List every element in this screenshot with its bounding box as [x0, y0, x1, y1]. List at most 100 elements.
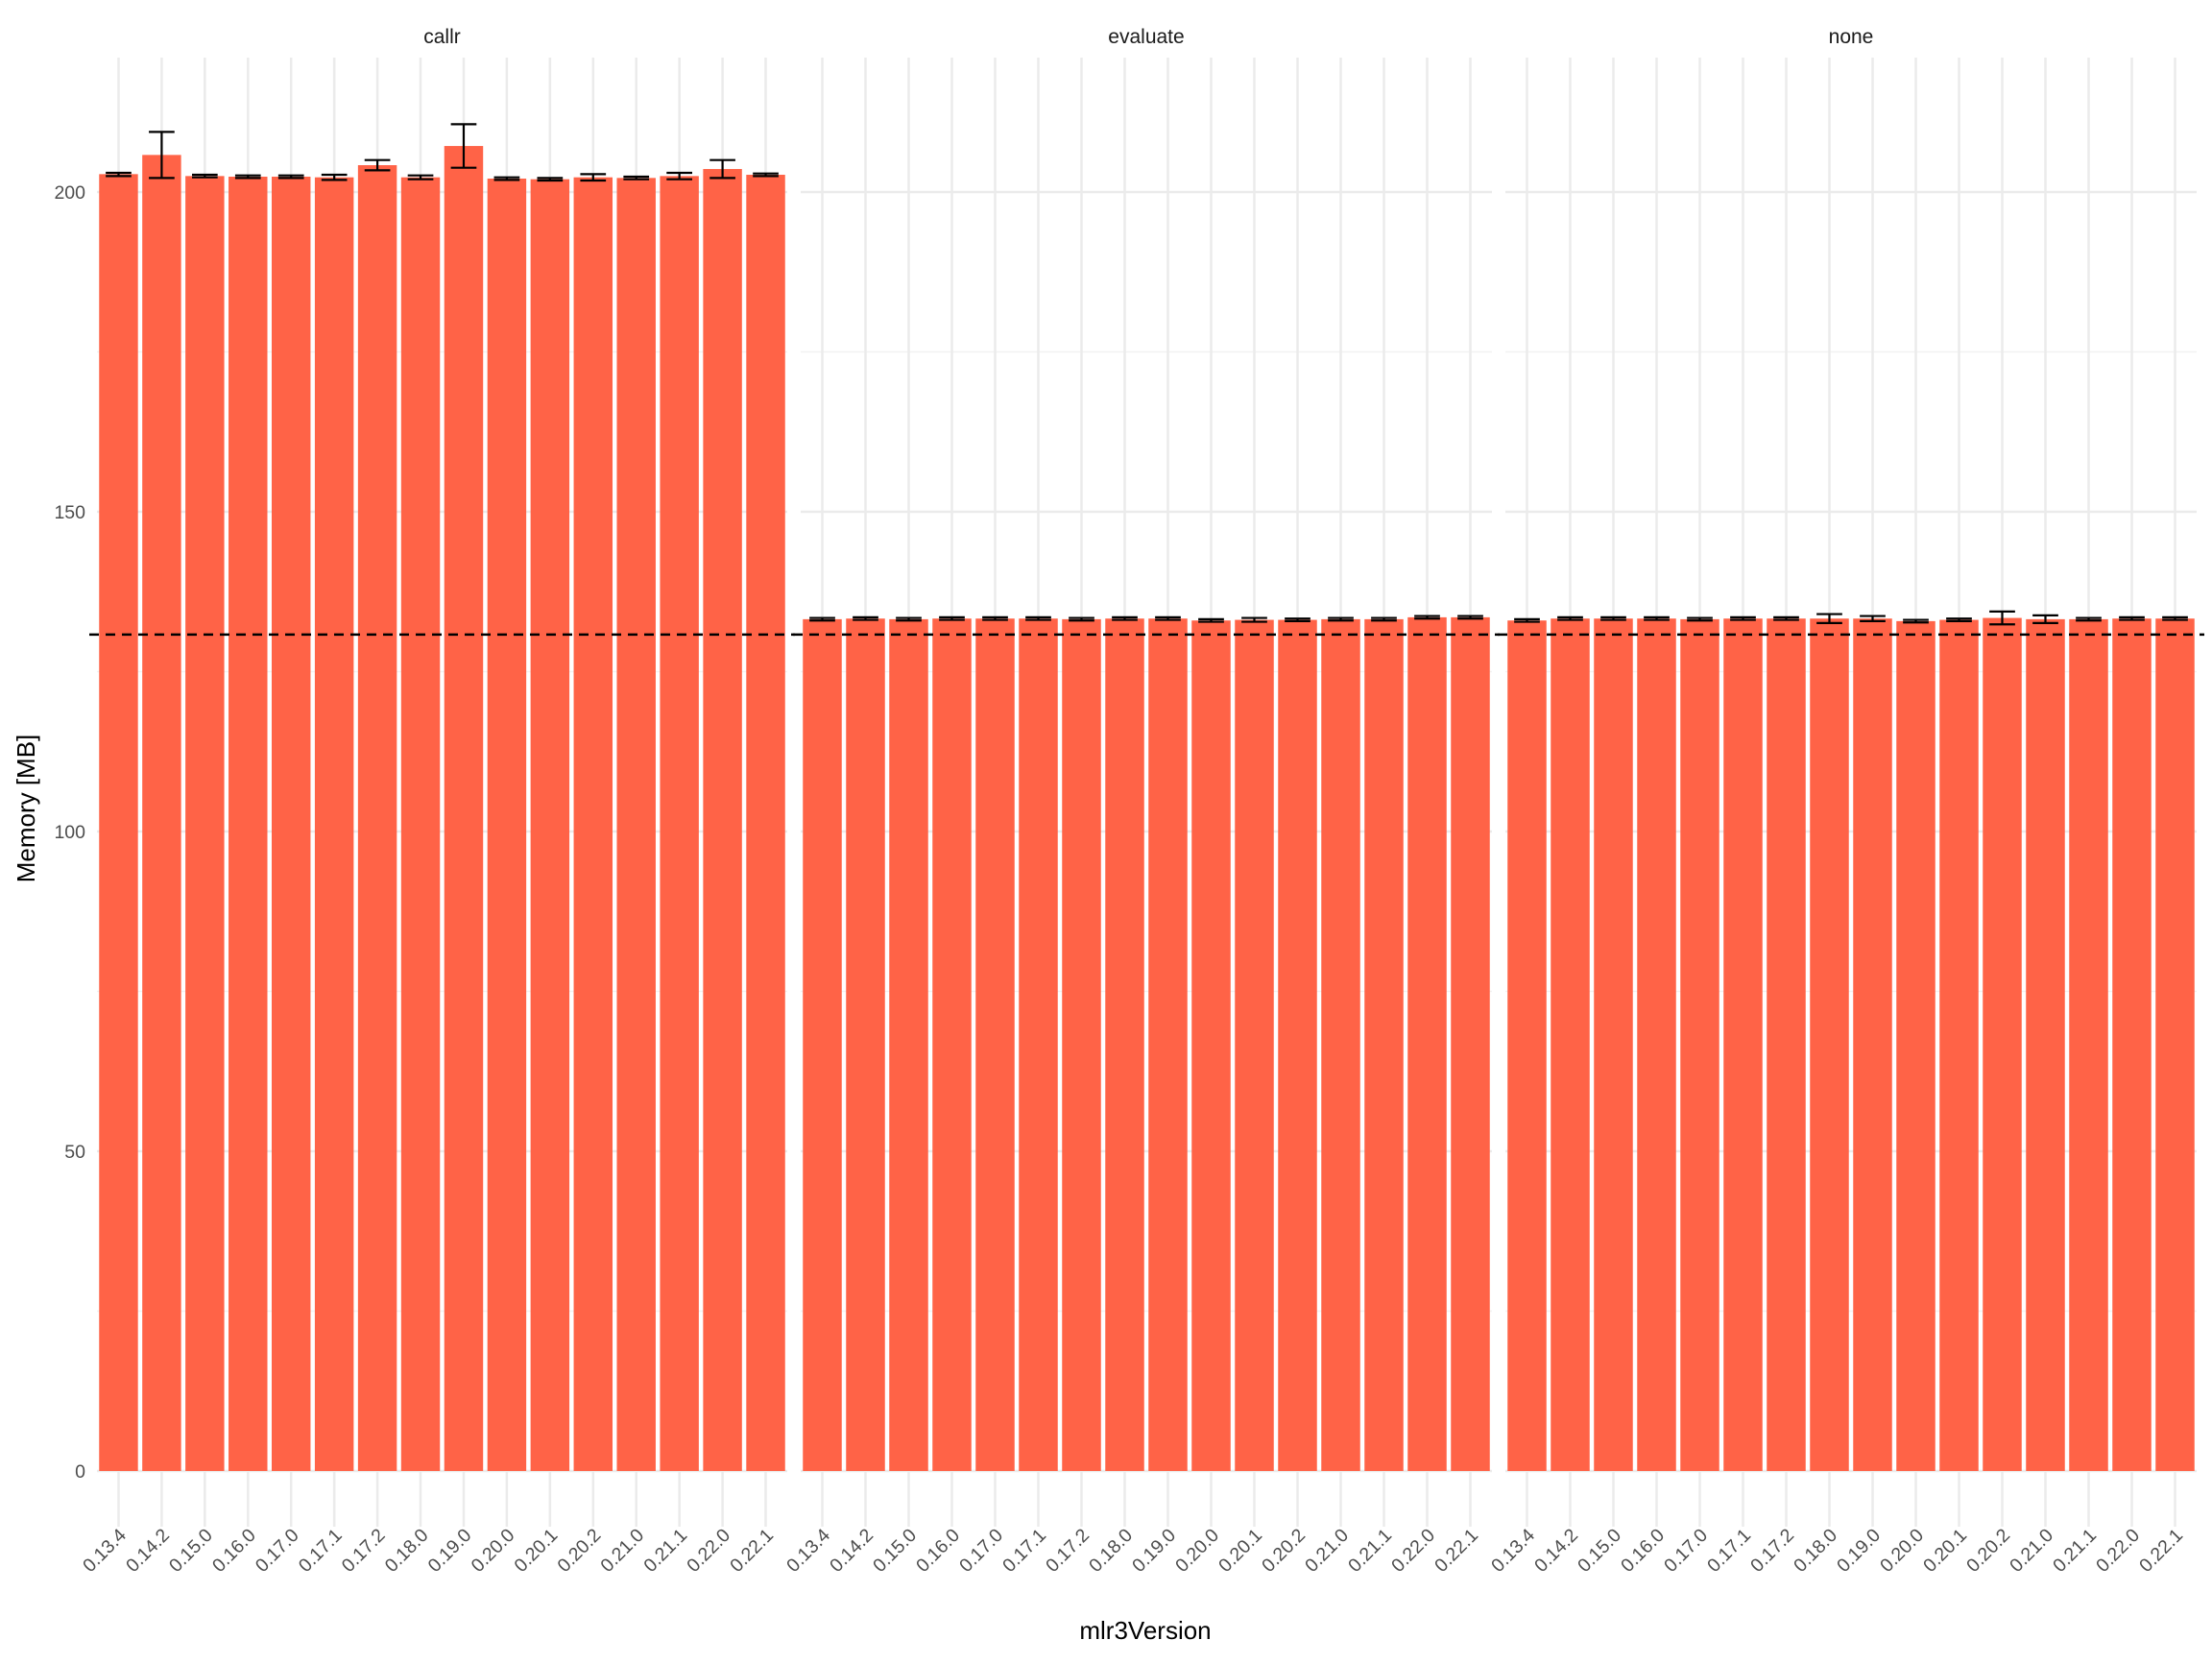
facet-strip-label: callr	[423, 26, 461, 48]
bar	[487, 179, 527, 1471]
x-tick-label: 0.15.0	[869, 1525, 921, 1577]
bar	[2026, 618, 2065, 1471]
bar	[1680, 618, 1719, 1471]
x-tick-label: 0.22.1	[1431, 1525, 1482, 1577]
x-tick-label: 0.19.0	[1128, 1525, 1180, 1577]
y-tick-label: 200	[54, 182, 85, 204]
bar	[99, 174, 138, 1471]
bar	[1451, 616, 1490, 1471]
facet-strip-label: evaluate	[1108, 26, 1184, 48]
x-tick-label: 0.13.4	[782, 1525, 834, 1577]
bar	[573, 177, 613, 1471]
facet-strip-label: none	[1829, 26, 1874, 48]
x-axis-title: mlr3Version	[1079, 1616, 1211, 1645]
x-tick-label: 0.14.2	[1530, 1525, 1582, 1577]
x-tick-label: 0.21.0	[596, 1525, 648, 1577]
y-tick-label: 0	[75, 1461, 85, 1483]
x-tick-label: 0.16.0	[208, 1525, 260, 1577]
x-tick-label: 0.21.1	[1344, 1525, 1396, 1577]
bar	[2112, 618, 2152, 1471]
x-tick-label: 0.19.0	[424, 1525, 476, 1577]
bar	[530, 179, 570, 1472]
bar	[1767, 618, 1806, 1471]
bar	[1983, 617, 2022, 1471]
x-tick-label: 0.22.1	[726, 1525, 778, 1577]
x-tick-label: 0.21.0	[2006, 1525, 2057, 1577]
x-tick-label: 0.18.0	[381, 1525, 433, 1577]
y-tick-label: 100	[54, 822, 85, 843]
bar	[1637, 618, 1676, 1471]
y-axis-title: Memory [MB]	[12, 735, 40, 883]
x-tick-label: 0.22.1	[2135, 1525, 2187, 1577]
bar	[1019, 618, 1058, 1471]
x-tick-label: 0.17.0	[1660, 1525, 1712, 1577]
bar	[1551, 618, 1590, 1471]
x-tick-label: 0.20.0	[1876, 1525, 1928, 1577]
x-tick-label: 0.19.0	[1833, 1525, 1885, 1577]
x-tick-label: 0.22.0	[1387, 1525, 1439, 1577]
x-tick-label: 0.20.1	[510, 1525, 562, 1577]
x-tick-label: 0.20.0	[468, 1525, 519, 1577]
bar	[975, 618, 1015, 1471]
x-tick-label: 0.18.0	[1085, 1525, 1137, 1577]
bar	[2155, 618, 2195, 1471]
bar	[1321, 618, 1360, 1471]
x-tick-label: 0.13.4	[79, 1525, 131, 1577]
bar	[1105, 618, 1144, 1471]
bar	[228, 177, 268, 1472]
x-tick-label: 0.14.2	[122, 1525, 174, 1577]
bar	[1278, 619, 1317, 1471]
bar	[1810, 618, 1849, 1471]
bar	[660, 176, 699, 1472]
x-tick-label: 0.21.1	[2049, 1525, 2101, 1577]
bar	[142, 155, 181, 1472]
bar	[616, 178, 656, 1471]
bar	[400, 177, 441, 1471]
x-tick-label: 0.17.0	[252, 1525, 303, 1577]
x-tick-label: 0.20.2	[1962, 1525, 2014, 1577]
x-tick-label: 0.17.1	[295, 1525, 347, 1577]
bar	[271, 177, 311, 1472]
bar	[746, 175, 785, 1471]
bar	[185, 176, 225, 1472]
x-tick-label: 0.14.2	[826, 1525, 878, 1577]
x-tick-label: 0.20.1	[1919, 1525, 1971, 1577]
x-tick-label: 0.20.2	[553, 1525, 605, 1577]
x-tick-label: 0.20.2	[1258, 1525, 1310, 1577]
y-tick-label: 50	[64, 1142, 85, 1163]
x-tick-label: 0.13.4	[1487, 1525, 1539, 1577]
x-tick-label: 0.22.0	[683, 1525, 734, 1577]
bar	[1594, 618, 1633, 1471]
bar	[1407, 616, 1447, 1471]
bar	[314, 177, 354, 1471]
bar	[1235, 619, 1274, 1471]
x-tick-label: 0.16.0	[912, 1525, 964, 1577]
x-tick-label: 0.17.2	[1042, 1525, 1094, 1577]
bar	[932, 618, 972, 1471]
bar	[1062, 618, 1101, 1471]
x-tick-label: 0.17.1	[998, 1525, 1050, 1577]
bar	[1939, 619, 1979, 1471]
errorbar-layer	[106, 123, 2188, 626]
bar	[1507, 620, 1547, 1471]
y-tick-label: 150	[54, 502, 85, 523]
bar	[703, 169, 742, 1471]
bar	[1148, 618, 1188, 1471]
x-tick-label: 0.17.0	[955, 1525, 1007, 1577]
x-tick-label: 0.20.0	[1171, 1525, 1223, 1577]
bar	[1364, 618, 1404, 1471]
bar	[357, 165, 397, 1472]
x-tick-label: 0.17.2	[1746, 1525, 1798, 1577]
x-tick-label: 0.16.0	[1617, 1525, 1669, 1577]
bar	[1723, 618, 1763, 1471]
x-tick-label: 0.21.1	[639, 1525, 691, 1577]
x-tick-label: 0.15.0	[1574, 1525, 1625, 1577]
bar	[889, 618, 928, 1471]
x-tick-label: 0.17.2	[338, 1525, 390, 1577]
x-tick-label: 0.15.0	[165, 1525, 217, 1577]
x-tick-label: 0.21.0	[1301, 1525, 1353, 1577]
bar	[1191, 620, 1231, 1471]
x-tick-label: 0.22.0	[2092, 1525, 2144, 1577]
